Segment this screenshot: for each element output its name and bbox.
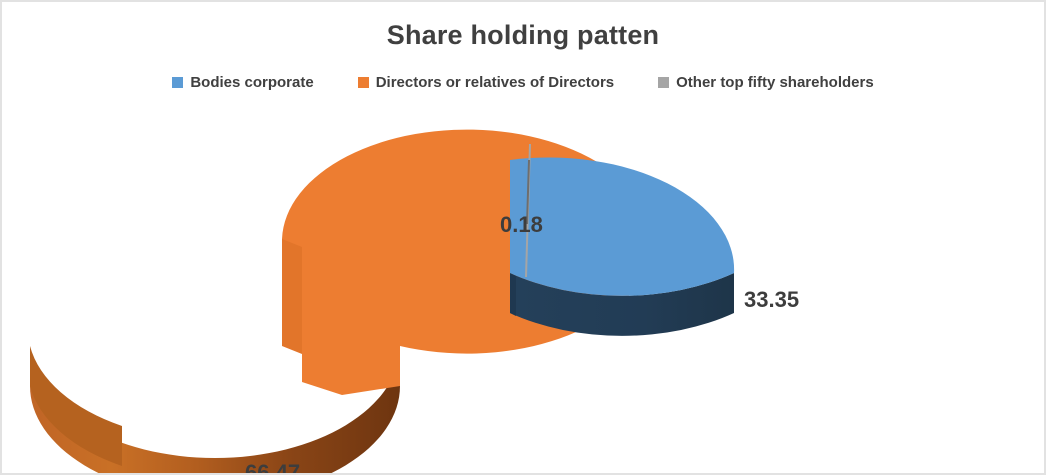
pie-plot-area: 33.35 66.47 0.18 [2,102,1044,475]
data-label-other-top-fifty: 0.18 [500,212,543,237]
legend-item-label: Bodies corporate [190,74,314,91]
chart-legend: Bodies corporate Directors or relatives … [2,74,1044,91]
pie-chart-svg [30,129,735,473]
legend-item-directors[interactable]: Directors or relatives of Directors [357,74,615,91]
data-label-directors: 66.47 [245,460,301,475]
pie-slice-orange-side [30,346,400,473]
chart-title: Share holding patten [386,20,660,50]
pie-slice-blue-left-wall [510,273,516,316]
legend-item-bodies-corporate[interactable]: Bodies corporate [172,74,314,91]
pie-slice-orange-cut-face [282,239,302,354]
pie-slice-gray-sliver [526,159,530,225]
legend-square-icon [357,77,369,88]
legend-item-label: Directors or relatives of Directors [375,74,615,91]
pie-slice-blue [510,157,735,336]
pie-slice-blue-top-face [510,157,735,296]
legend-square-icon [658,77,670,88]
legend-item-other-top-fifty[interactable]: Other top fifty shareholders [658,74,874,91]
data-label-bodies-corporate: 33.35 [744,287,800,312]
legend-item-label: Other top fifty shareholders [676,74,874,91]
legend-square-icon [172,77,184,88]
pie-slice-blue-side-wall [510,273,734,336]
